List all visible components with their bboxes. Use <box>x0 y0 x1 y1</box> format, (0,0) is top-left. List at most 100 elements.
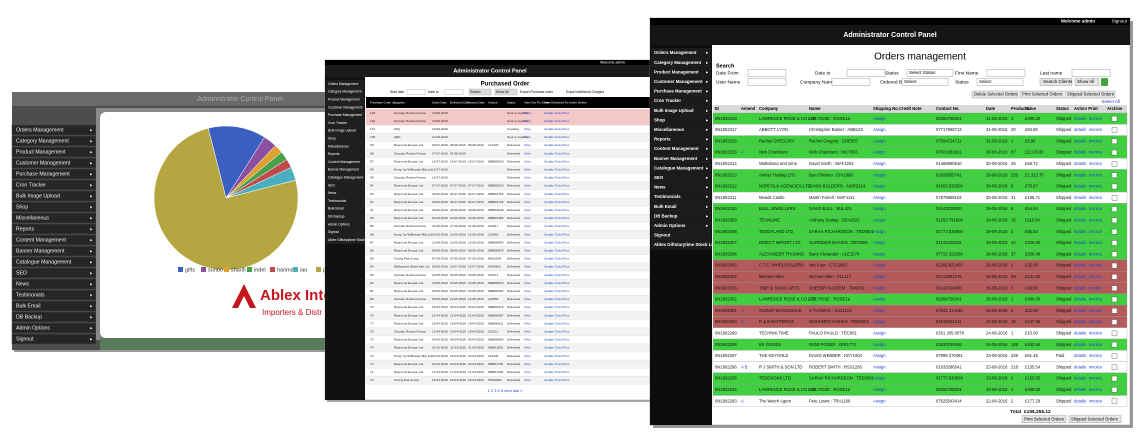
back-menu-item[interactable]: Catalogue Management <box>16 259 72 265</box>
update-link[interactable]: Update Todo Price <box>544 216 570 220</box>
view-link[interactable]: View <box>524 119 531 123</box>
back-menu-item[interactable]: Miscellaneous <box>16 215 49 221</box>
update-link[interactable]: Update Todo Price <box>544 257 570 261</box>
front-menu-item[interactable]: Product Management <box>654 69 699 74</box>
front-menu-item[interactable]: Shop <box>654 117 665 122</box>
middle-menu-item[interactable]: Content Management <box>328 160 360 164</box>
invoice-link[interactable]: invoice <box>1089 206 1103 211</box>
update-link[interactable]: Update Todo Price <box>544 330 570 334</box>
details-link[interactable]: details <box>1074 217 1086 222</box>
assign-link[interactable]: Assign <box>873 217 886 222</box>
back-menu-item[interactable]: Testimonials <box>16 292 45 298</box>
view-link[interactable]: View <box>524 184 531 188</box>
assign-link[interactable]: Assign <box>873 330 886 335</box>
update-link[interactable]: Update Todo Price <box>544 168 570 172</box>
invoice-link[interactable]: invoice <box>1089 308 1103 313</box>
back-menu-item[interactable]: Shop <box>16 204 28 210</box>
assign-link[interactable]: Assign <box>873 172 886 177</box>
view-link[interactable]: View <box>524 330 531 334</box>
update-link[interactable]: Update Todo Price <box>544 119 570 123</box>
update-link[interactable]: Update Todo Price <box>544 127 570 131</box>
view-link[interactable]: View <box>524 151 531 155</box>
view-link[interactable]: View <box>524 200 531 204</box>
view-link[interactable]: View <box>524 135 531 139</box>
details-link[interactable]: details <box>1074 342 1086 347</box>
assign-link[interactable]: Assign <box>873 161 886 166</box>
details-link[interactable]: details <box>1074 206 1086 211</box>
view-link[interactable]: View <box>524 216 531 220</box>
front-menu-item[interactable]: Bulk Image Upload <box>654 108 694 113</box>
search-button-label[interactable]: Search Clients <box>1043 79 1073 84</box>
front-menu-item[interactable]: SEO <box>654 175 664 180</box>
view-link[interactable]: View <box>524 321 531 325</box>
details-link[interactable]: details <box>1074 184 1086 189</box>
front-signout[interactable]: Signout <box>1112 19 1128 24</box>
update-link[interactable]: Update Todo Price <box>544 281 570 285</box>
details-link[interactable]: details <box>1074 387 1086 392</box>
details-link[interactable]: details <box>1074 330 1086 335</box>
update-link[interactable]: Update Todo Price <box>544 111 570 115</box>
middle-menu-item[interactable]: Signout <box>328 230 339 234</box>
middle-menu-item[interactable]: Catalogue Management <box>328 175 363 179</box>
front-menu-item[interactable]: Purchase Management <box>654 89 702 94</box>
view-link[interactable]: View <box>524 370 531 374</box>
view-link[interactable]: View <box>524 127 531 131</box>
update-link[interactable]: Update Todo Price <box>544 273 570 277</box>
invoice-link[interactable]: invoice <box>1089 398 1103 403</box>
middle-menu-item[interactable]: Ablex Giftstarytime Stock List <box>328 238 371 242</box>
view-link[interactable]: View <box>524 362 531 366</box>
update-link[interactable]: Update Todo Price <box>544 297 570 301</box>
update-link[interactable]: Update Todo Price <box>544 232 570 236</box>
showall-button-label[interactable]: Show All <box>1077 79 1094 84</box>
view-link[interactable]: View <box>524 176 531 180</box>
update-link[interactable]: Update Todo Price <box>544 305 570 309</box>
details-link[interactable]: details <box>1074 116 1086 121</box>
invoice-link[interactable]: invoice <box>1089 319 1103 324</box>
view-link[interactable]: View <box>524 192 531 196</box>
assign-link[interactable]: Assign <box>873 240 886 245</box>
view-link[interactable]: View <box>524 273 531 277</box>
update-link[interactable]: Update Todo Price <box>544 143 570 147</box>
invoice-link[interactable]: invoice <box>1089 195 1103 200</box>
back-menu-item[interactable]: News <box>16 281 29 287</box>
back-menu-item[interactable]: Customer Management <box>16 160 71 166</box>
top-button-label[interactable]: Print Selected Orders <box>1022 92 1062 97</box>
view-link[interactable]: View <box>524 313 531 317</box>
details-link[interactable]: details <box>1074 376 1086 381</box>
assign-link[interactable]: Assign <box>873 229 886 234</box>
front-menu-item[interactable]: Bulk Email <box>654 204 676 209</box>
middle-menu-item[interactable]: Purchase Management <box>328 113 362 117</box>
details-link[interactable]: details <box>1074 285 1086 290</box>
back-menu-item[interactable]: Banner Management <box>16 248 65 254</box>
middle-menu-item[interactable]: Orders Management <box>328 82 358 86</box>
form-select-value[interactable]: Select Status <box>909 70 936 75</box>
filter-button-label[interactable]: Show All <box>496 90 509 94</box>
invoice-link[interactable]: invoice <box>1089 376 1103 381</box>
update-link[interactable]: Update Todo Price <box>544 321 570 325</box>
update-link[interactable]: Update Todo Price <box>544 208 570 212</box>
back-menu-item[interactable]: Admin Options <box>16 325 50 331</box>
view-link[interactable]: View <box>524 378 531 382</box>
details-link[interactable]: details <box>1074 263 1086 268</box>
details-link[interactable]: details <box>1074 297 1086 302</box>
details-link[interactable]: details <box>1074 274 1086 279</box>
details-link[interactable]: details <box>1074 161 1086 166</box>
update-link[interactable]: Update Todo Price <box>544 370 570 374</box>
details-link[interactable]: details <box>1074 251 1086 256</box>
form-select-value[interactable]: Select <box>904 79 917 84</box>
invoice-link[interactable]: invoice <box>1089 297 1103 302</box>
details-link[interactable]: details <box>1074 353 1086 358</box>
invoice-link[interactable]: invoice <box>1089 263 1103 268</box>
invoice-link[interactable]: invoice <box>1089 217 1103 222</box>
front-menu-item[interactable]: Catalogue Management <box>654 165 704 170</box>
back-menu-item[interactable]: SEO <box>16 270 27 276</box>
front-menu-item[interactable]: Testimonials <box>654 194 681 199</box>
front-menu-item[interactable]: News <box>654 185 666 190</box>
update-link[interactable]: Update Todo Price <box>544 224 570 228</box>
update-link[interactable]: Update Todo Price <box>544 289 570 293</box>
invoice-link[interactable]: invoice <box>1089 387 1103 392</box>
assign-link[interactable]: Assign <box>873 263 886 268</box>
front-menu-item[interactable]: Category Management <box>654 60 702 65</box>
middle-menu-item[interactable]: Testimonials <box>328 199 346 203</box>
middle-menu-item[interactable]: Category Management <box>328 90 362 94</box>
